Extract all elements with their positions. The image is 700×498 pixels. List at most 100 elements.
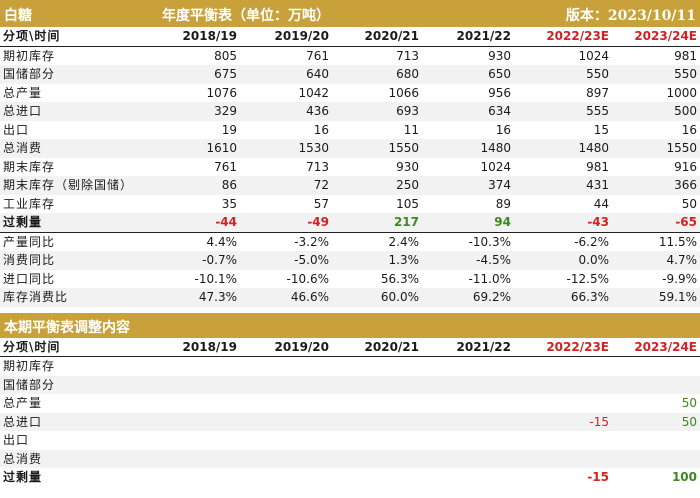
row-label: 库存消费比 xyxy=(0,288,160,307)
table-cell: -10.1% xyxy=(194,271,237,286)
row-label: 过剩量 xyxy=(0,213,160,232)
row-label: 过剩量 xyxy=(3,470,43,485)
table-cell: 50 xyxy=(612,412,700,431)
row-label: 期初库存 xyxy=(3,359,56,374)
table-row: 过剩量 -15 100 xyxy=(0,468,700,487)
table-cell: 2.4% xyxy=(332,231,422,251)
balance-table: 分项\时间 2018/19 2019/20 2020/21 2021/22 2022/23… xyxy=(0,27,700,307)
table-cell: 69.2% xyxy=(422,288,514,307)
table-cell: 713 xyxy=(396,48,419,63)
table-cell: 35 xyxy=(221,196,237,211)
table-cell xyxy=(240,449,332,468)
row-label: 出口 xyxy=(3,122,30,137)
row-label: 总消费 xyxy=(0,449,160,468)
row-label: 消费同比 xyxy=(0,251,160,270)
table-row: 总进口 -15 50 xyxy=(0,412,700,431)
table-cell: 366 xyxy=(612,176,700,195)
table-cell xyxy=(422,431,514,450)
table-row: 进口同比 -10.1% -10.6% 56.3% -11.0% -12.5% -9.9% xyxy=(0,270,700,289)
table-cell xyxy=(514,431,612,450)
table-cell: 675 xyxy=(160,65,240,84)
table-cell: 640 xyxy=(240,65,332,84)
table-cell: 1480 xyxy=(422,139,514,158)
table-cell: -5.0% xyxy=(240,251,332,270)
row-label: 出口 xyxy=(3,433,30,448)
table-cell xyxy=(240,375,332,394)
table-cell: 930 xyxy=(488,48,511,63)
table-cell: 693 xyxy=(332,102,422,121)
table-cell: 956 xyxy=(488,85,511,100)
table-cell: 50 xyxy=(681,396,697,411)
row-label: 总产量 xyxy=(3,85,43,100)
table-cell: 1610 xyxy=(160,139,240,158)
table-cell: 19 xyxy=(221,122,237,137)
table-cell xyxy=(332,357,422,376)
table-cell: -15 xyxy=(514,412,612,431)
table-cell: 1066 xyxy=(388,85,419,100)
table-cell: 16 xyxy=(313,122,329,137)
table-cell xyxy=(422,468,514,487)
table-cell: -65 xyxy=(612,213,700,232)
table-cell: 60.0% xyxy=(332,288,422,307)
column-header: 2020/21 xyxy=(332,337,422,357)
table-row: 期末库存 761 713 930 1024 981 916 xyxy=(0,158,700,177)
table-cell xyxy=(514,357,612,376)
table-cell: 86 xyxy=(160,176,240,195)
adjust-section-bar: 本期平衡表调整内容 xyxy=(0,312,700,338)
table-cell: 374 xyxy=(422,176,514,195)
table-row: 总产量 50 xyxy=(0,394,700,413)
table-cell: 217 xyxy=(332,213,422,232)
table-row: 工业库存 35 57 105 89 44 50 xyxy=(0,195,700,214)
table-cell: 250 xyxy=(332,176,422,195)
version-label: 版本：2023/10/11 xyxy=(565,8,696,24)
table-cell: 15 xyxy=(593,122,609,137)
table-cell: 329 xyxy=(160,102,240,121)
table-cell: 0.0% xyxy=(514,251,612,270)
table-cell: 550 xyxy=(514,65,612,84)
row-label: 总进口 xyxy=(0,412,160,431)
column-header: 2018/19 xyxy=(160,337,240,357)
table-cell xyxy=(422,394,514,413)
table-cell xyxy=(332,412,422,431)
table-cell: 555 xyxy=(514,102,612,121)
table-cell: 59.1% xyxy=(612,288,700,307)
table-cell: 981 xyxy=(586,159,609,174)
table-cell xyxy=(160,394,240,413)
table-cell: 1530 xyxy=(240,139,332,158)
table-title: 年度平衡表（单位：万吨） xyxy=(162,8,330,24)
table-cell: 47.3% xyxy=(160,288,240,307)
table-cell: 930 xyxy=(396,159,419,174)
table-cell: -3.2% xyxy=(240,231,332,251)
row-label: 总消费 xyxy=(0,139,160,158)
table-cell: -10.6% xyxy=(286,271,329,286)
table-cell: 550 xyxy=(612,65,700,84)
column-header: 2018/19 xyxy=(160,27,240,47)
table-cell: 713 xyxy=(306,159,329,174)
table-cell: -9.9% xyxy=(662,271,697,286)
column-header-label: 分项\时间 xyxy=(0,27,160,47)
column-header: 2019/20 xyxy=(240,337,332,357)
table-cell: 1076 xyxy=(206,85,237,100)
title-bar: 白糖 年度平衡表（单位：万吨） 版本：2023/10/11 xyxy=(0,0,700,27)
table-row: 总消费 xyxy=(0,449,700,468)
table-row: 消费同比 -0.7% -5.0% 1.3% -4.5% 0.0% 4.7% xyxy=(0,251,700,270)
table-row: 出口 xyxy=(0,431,700,450)
table-cell: 1550 xyxy=(332,139,422,158)
table-cell: 500 xyxy=(612,102,700,121)
table-cell: 57 xyxy=(313,196,329,211)
column-header: 2019/20 xyxy=(240,27,332,47)
table-cell xyxy=(612,375,700,394)
table-cell xyxy=(422,412,514,431)
table-cell: -15 xyxy=(587,470,609,485)
table-row: 总进口 329 436 693 634 555 500 xyxy=(0,102,700,121)
table-cell: 1480 xyxy=(514,139,612,158)
row-label: 产量同比 xyxy=(0,231,160,251)
adjust-header-row: 分项\时间 2018/19 2019/20 2020/21 2021/22 2022/23… xyxy=(0,337,700,357)
table-cell xyxy=(514,375,612,394)
table-row: 期初库存 805 761 713 930 1024 981 xyxy=(0,46,700,65)
column-header: 2022/23E xyxy=(514,337,612,357)
table-cell xyxy=(514,449,612,468)
table-row: 期末库存（剔除国储） 86 72 250 374 431 366 xyxy=(0,176,700,195)
table-cell: 805 xyxy=(214,48,237,63)
table-cell xyxy=(240,468,332,487)
